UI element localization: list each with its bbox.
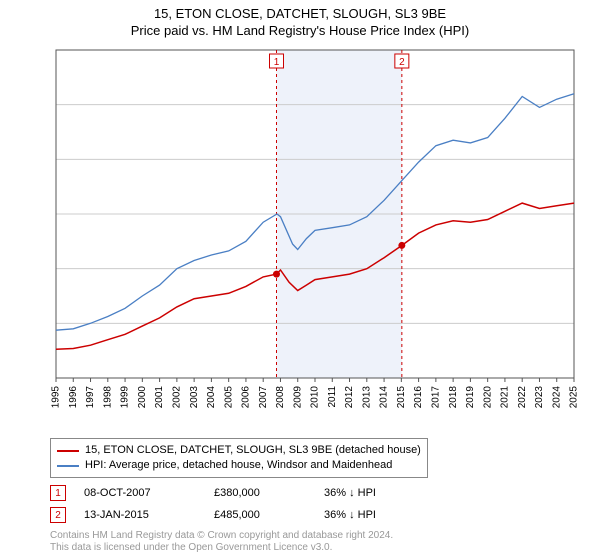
sale-row: 2 13-JAN-2015 £485,000 36% ↓ HPI (50, 504, 444, 526)
footer-line: This data is licensed under the Open Gov… (50, 542, 393, 554)
svg-text:2002: 2002 (172, 386, 183, 409)
svg-text:1999: 1999 (120, 386, 131, 409)
svg-text:2024: 2024 (551, 386, 562, 409)
sale-price: £380,000 (214, 487, 324, 499)
sale-marker-icon: 1 (50, 485, 66, 501)
legend-label: HPI: Average price, detached house, Wind… (85, 458, 392, 473)
footer-text: Contains HM Land Registry data © Crown c… (50, 530, 393, 554)
svg-text:2015: 2015 (396, 386, 407, 409)
svg-text:1995: 1995 (51, 386, 62, 409)
chart-svg: £0£200K£400K£600K£800K£1M£1.2M1995199619… (50, 44, 580, 438)
svg-text:2016: 2016 (413, 386, 424, 409)
svg-text:2021: 2021 (500, 386, 511, 409)
svg-text:1998: 1998 (102, 386, 113, 409)
svg-text:2011: 2011 (327, 386, 338, 408)
svg-text:2003: 2003 (189, 386, 200, 409)
sale-row: 1 08-OCT-2007 £380,000 36% ↓ HPI (50, 482, 444, 504)
chart-container: 15, ETON CLOSE, DATCHET, SLOUGH, SL3 9BE… (0, 0, 600, 560)
sale-marker-icon: 2 (50, 507, 66, 523)
legend-label: 15, ETON CLOSE, DATCHET, SLOUGH, SL3 9BE… (85, 443, 421, 458)
svg-text:2000: 2000 (137, 386, 148, 409)
svg-text:2020: 2020 (482, 386, 493, 409)
legend-swatch (57, 465, 79, 467)
sale-date: 13-JAN-2015 (84, 509, 214, 521)
chart-area: £0£200K£400K£600K£800K£1M£1.2M1995199619… (50, 44, 580, 384)
sale-date: 08-OCT-2007 (84, 487, 214, 499)
svg-text:2009: 2009 (292, 386, 303, 409)
svg-text:1996: 1996 (68, 386, 79, 409)
svg-text:2008: 2008 (275, 386, 286, 409)
svg-text:2025: 2025 (569, 386, 580, 409)
legend-swatch (57, 450, 79, 452)
legend-row: HPI: Average price, detached house, Wind… (57, 458, 421, 473)
svg-text:2: 2 (399, 57, 405, 68)
svg-text:2014: 2014 (379, 386, 390, 409)
sale-rows: 1 08-OCT-2007 £380,000 36% ↓ HPI 2 13-JA… (50, 482, 444, 526)
svg-text:2007: 2007 (258, 386, 269, 409)
svg-text:2001: 2001 (154, 386, 165, 409)
svg-text:2022: 2022 (517, 386, 528, 409)
svg-text:1: 1 (274, 57, 280, 68)
footer-line: Contains HM Land Registry data © Crown c… (50, 530, 393, 542)
legend-box: 15, ETON CLOSE, DATCHET, SLOUGH, SL3 9BE… (50, 438, 428, 478)
chart-subtitle: Price paid vs. HM Land Registry's House … (0, 23, 600, 38)
svg-text:2018: 2018 (448, 386, 459, 409)
svg-text:2023: 2023 (534, 386, 545, 409)
svg-text:2010: 2010 (310, 386, 321, 409)
svg-text:2013: 2013 (361, 386, 372, 409)
sale-price: £485,000 (214, 509, 324, 521)
svg-text:2004: 2004 (206, 386, 217, 409)
svg-text:2005: 2005 (223, 386, 234, 409)
chart-title: 15, ETON CLOSE, DATCHET, SLOUGH, SL3 9BE (0, 6, 600, 21)
sale-marker-label: 2 (55, 510, 61, 521)
sale-hpi: 36% ↓ HPI (324, 487, 444, 499)
title-block: 15, ETON CLOSE, DATCHET, SLOUGH, SL3 9BE… (0, 0, 600, 38)
sale-hpi: 36% ↓ HPI (324, 509, 444, 521)
svg-text:2017: 2017 (431, 386, 442, 409)
legend-row: 15, ETON CLOSE, DATCHET, SLOUGH, SL3 9BE… (57, 443, 421, 458)
svg-text:2006: 2006 (241, 386, 252, 409)
svg-text:1997: 1997 (85, 386, 96, 409)
sale-marker-label: 1 (55, 488, 61, 499)
svg-text:2012: 2012 (344, 386, 355, 409)
svg-text:2019: 2019 (465, 386, 476, 409)
